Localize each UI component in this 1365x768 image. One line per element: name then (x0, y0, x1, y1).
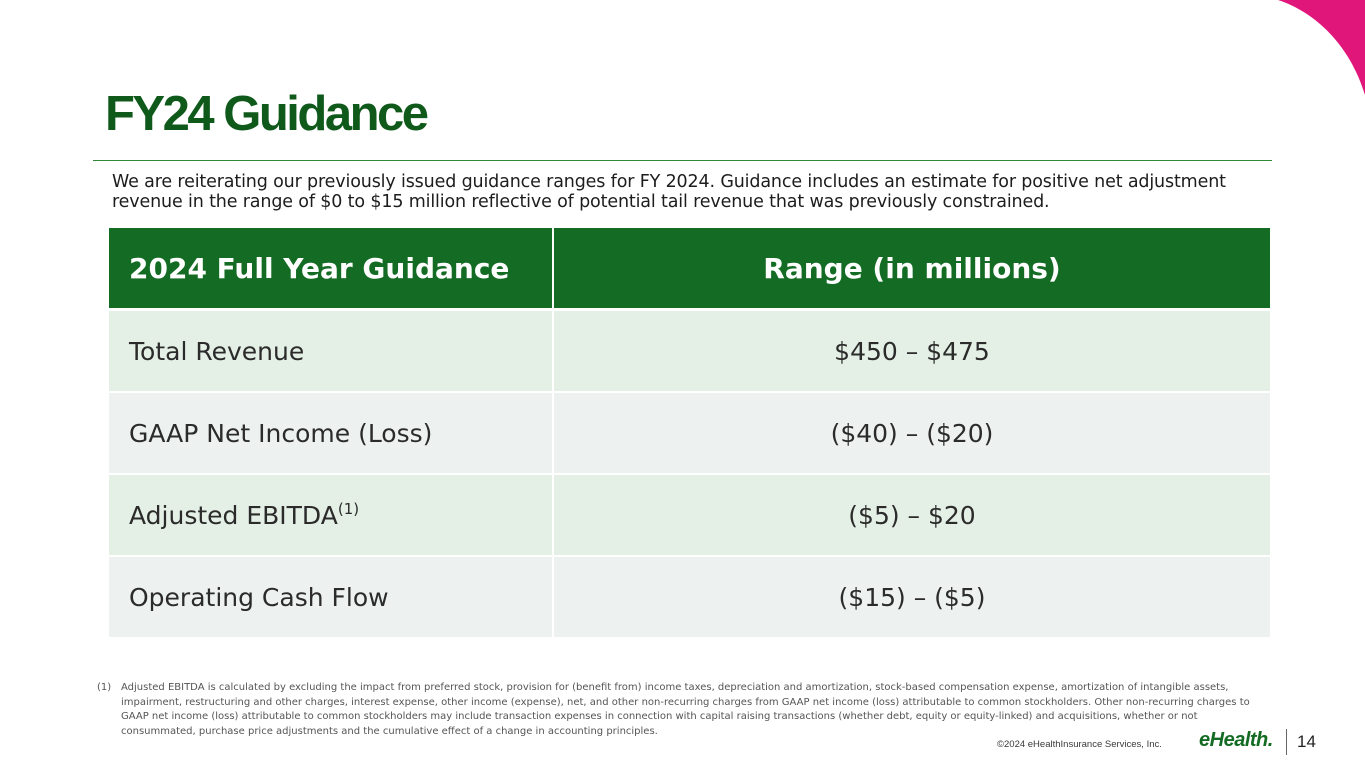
metric-label: Adjusted EBITDA (129, 500, 338, 530)
metric-cell: Adjusted EBITDA(1) (109, 473, 554, 556)
metric-label: Operating Cash Flow (129, 582, 389, 612)
range-cell: ($40) – ($20) (553, 391, 1270, 474)
metric-cell: Total Revenue (109, 309, 554, 392)
table-row: Operating Cash Flow ($15) – ($5) (109, 555, 1270, 637)
table-row: Total Revenue $450 – $475 (109, 309, 1270, 392)
footer-divider (1286, 729, 1287, 755)
metric-label: Total Revenue (129, 336, 305, 366)
range-cell: $450 – $475 (553, 309, 1270, 392)
range-cell: ($5) – $20 (553, 473, 1270, 556)
footnote: (1) Adjusted EBITDA is calculated by exc… (97, 681, 1267, 739)
intro-paragraph: We are reiterating our previously issued… (112, 172, 1226, 212)
metric-cell: Operating Cash Flow (109, 555, 554, 637)
ehealth-logo: eHealth. (1199, 729, 1273, 751)
guidance-table: 2024 Full Year Guidance Range (in millio… (109, 228, 1270, 637)
footnote-text: Adjusted EBITDA is calculated by excludi… (121, 682, 1250, 737)
page-number: 14 (1297, 732, 1316, 751)
header-guidance: 2024 Full Year Guidance (109, 228, 554, 311)
header-range: Range (in millions) (553, 228, 1270, 311)
copyright-notice: ©2024 eHealthInsurance Services, Inc. (997, 739, 1162, 750)
page-title: FY24 Guidance (105, 87, 429, 141)
table-row: Adjusted EBITDA(1) ($5) – $20 (109, 473, 1270, 556)
corner-accent-shape (1278, 0, 1365, 95)
footnote-reference: (1) (337, 499, 360, 518)
title-divider (93, 160, 1272, 161)
range-cell: ($15) – ($5) (553, 555, 1270, 637)
metric-cell: GAAP Net Income (Loss) (109, 391, 554, 474)
table-header-row: 2024 Full Year Guidance Range (in millio… (109, 228, 1270, 311)
footnote-marker: (1) (97, 682, 112, 693)
metric-label: GAAP Net Income (Loss) (129, 418, 433, 448)
table-row: GAAP Net Income (Loss) ($40) – ($20) (109, 391, 1270, 474)
